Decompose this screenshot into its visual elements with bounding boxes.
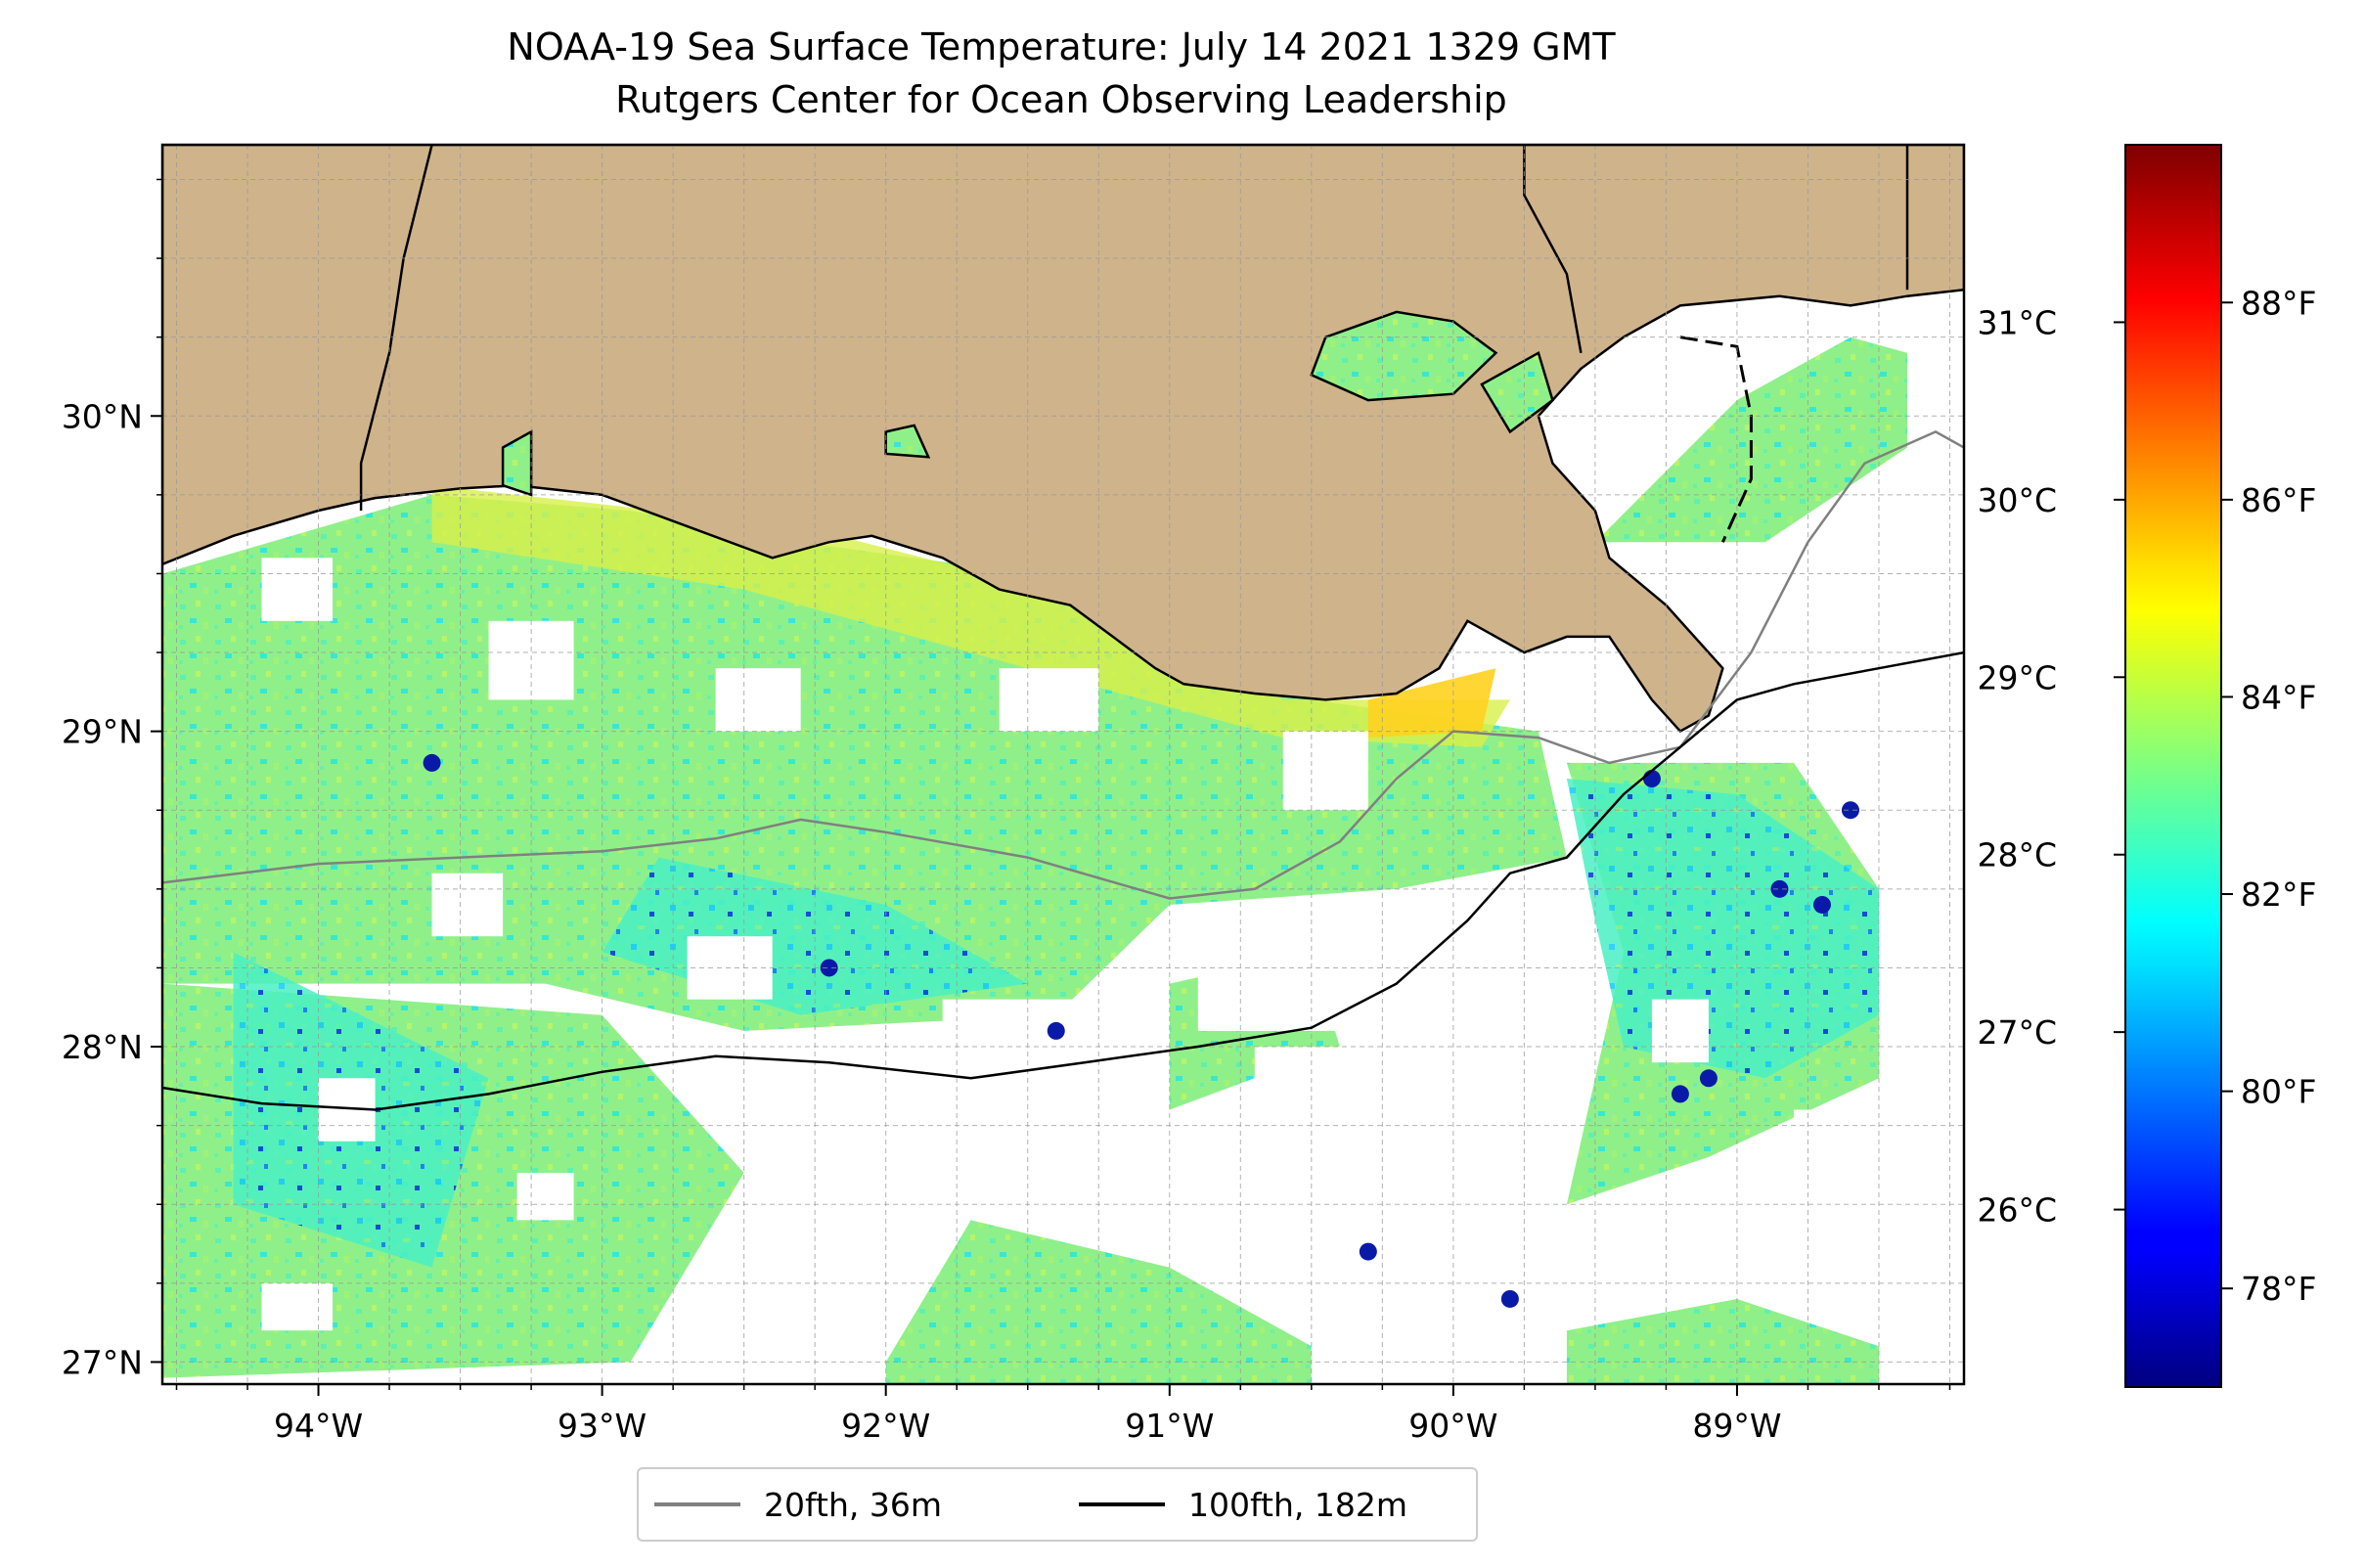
sst-cool-patch: [1566, 779, 1879, 1079]
map-frame: [160, 143, 1966, 1386]
axis-ticks: 94°W 93°W 92°W 91°W 90°W 89°W 30°N 29°N 28°N 27°N: [62, 178, 1951, 1445]
sst-cold-speck: [1047, 1021, 1065, 1040]
cloud-gap: [1254, 1047, 1453, 1173]
legend-label-20fth: 20fth, 36m: [764, 1485, 942, 1524]
land-mass: [162, 145, 1964, 734]
sst-cold-speck: [1671, 1085, 1689, 1103]
cloud-gap: [999, 668, 1099, 732]
lat-tick-label: 29°N: [62, 713, 143, 751]
legend-swatch-100fth: [1079, 1502, 1165, 1506]
legend-label-100fth: 100fth, 182m: [1188, 1485, 1407, 1524]
sst-cold-speck: [1359, 1242, 1377, 1261]
map-plot-area: 94°W 93°W 92°W 91°W 90°W 89°W 30°N 29°N 28°N 27°N: [62, 143, 1966, 1445]
lat-tick-label: 30°N: [62, 397, 143, 435]
colorbar-c-label: 31°C: [1977, 303, 2057, 341]
sst-cold-speck: [1642, 770, 1661, 788]
contour-100fth: [162, 650, 1964, 1111]
colorbar-gradient: [2124, 144, 2222, 1388]
map-subtitle: Rutgers Center for Ocean Observing Leade…: [615, 78, 1507, 121]
contour-20fth: [162, 430, 1964, 900]
colorbar-f-label: 84°F: [2241, 678, 2316, 716]
sst-cold-speck: [820, 959, 838, 977]
lon-tick-label: 93°W: [558, 1407, 647, 1445]
lon-tick-label: 94°W: [274, 1407, 363, 1445]
lake: [1310, 310, 1498, 402]
colorbar-ticks: 78°F 80°F 82°F 84°F 86°F 88°F 26°C 27°C 28°C 29°C…: [1977, 284, 2316, 1308]
sst-cold-speck: [1500, 1289, 1519, 1308]
lake: [501, 429, 533, 497]
lat-tick-label: 27°N: [62, 1343, 143, 1381]
cloud-gap: [1282, 731, 1368, 811]
cloud-gap: [261, 1282, 334, 1331]
colorbar-f-label: 82°F: [2241, 875, 2316, 914]
lon-tick-label: 91°W: [1125, 1407, 1214, 1445]
colorbar-c-label: 29°C: [1977, 658, 2057, 696]
sst-cold-speck: [1812, 895, 1831, 914]
land-layer: [162, 145, 1964, 734]
cloud-gap: [1651, 999, 1709, 1063]
lat-tick-label: 28°N: [62, 1028, 143, 1066]
colorbar-c-label: 28°C: [1977, 836, 2057, 874]
legend-item-100fth: 100fth, 182m: [1079, 1469, 1407, 1540]
sst-patch: [1566, 1299, 1879, 1384]
gridlines: [162, 145, 1964, 1384]
colorbar-f-label: 86°F: [2241, 481, 2316, 519]
cloud-gap: [1197, 952, 1368, 1031]
legend-item-20fth: 20fth, 36m: [654, 1469, 942, 1540]
legend-swatch-20fth: [654, 1502, 740, 1506]
state-boundary-la-ms: [1523, 145, 1583, 354]
sst-cold-speck: [1699, 1069, 1718, 1088]
legend: 20fth, 36m 100fth, 182m: [637, 1467, 1478, 1542]
colorbar-f-label: 80°F: [2241, 1073, 2316, 1111]
colorbar-c-label: 30°C: [1977, 481, 2057, 519]
bathymetry-contours: [162, 430, 1964, 1111]
sst-cold-speck: [423, 753, 441, 772]
cloud-gap: [516, 1172, 574, 1221]
lon-tick-label: 92°W: [841, 1407, 930, 1445]
colorbar-c-label: 26°C: [1977, 1191, 2057, 1230]
cloud-gap: [715, 668, 801, 732]
cloud-gap: [1793, 1109, 1879, 1205]
sst-hot-spot: [1367, 668, 1496, 739]
sst-cold-speck: [1770, 879, 1789, 898]
colorbar-c-label: 27°C: [1977, 1013, 2057, 1052]
map-title: NOAA-19 Sea Surface Temperature: July 14…: [507, 25, 1616, 68]
sst-patch: [1594, 336, 1907, 543]
cloud-gap: [942, 999, 1141, 1110]
colorbar: 78°F 80°F 82°F 84°F 86°F 88°F 26°C 27°C 28°C 29°C…: [1977, 144, 2316, 1388]
colorbar-f-label: 88°F: [2241, 284, 2316, 322]
state-boundary-tx-la: [359, 145, 433, 511]
cloud-gap: [431, 873, 504, 937]
lon-tick-label: 90°W: [1408, 1407, 1497, 1445]
sst-cold-speck: [1841, 801, 1859, 820]
lon-tick-label: 89°W: [1692, 1407, 1781, 1445]
colorbar-f-label: 78°F: [2241, 1270, 2316, 1308]
cloud-gap: [261, 558, 334, 621]
